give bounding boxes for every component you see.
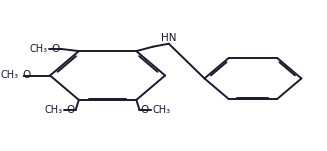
Text: O: O — [23, 71, 31, 80]
Text: CH₃: CH₃ — [1, 71, 19, 80]
Text: CH₃: CH₃ — [152, 104, 171, 114]
Text: O: O — [51, 44, 60, 54]
Text: O: O — [140, 104, 148, 114]
Text: CH₃: CH₃ — [45, 104, 63, 114]
Text: HN: HN — [161, 33, 177, 43]
Text: CH₃: CH₃ — [29, 44, 48, 54]
Text: O: O — [67, 104, 75, 114]
